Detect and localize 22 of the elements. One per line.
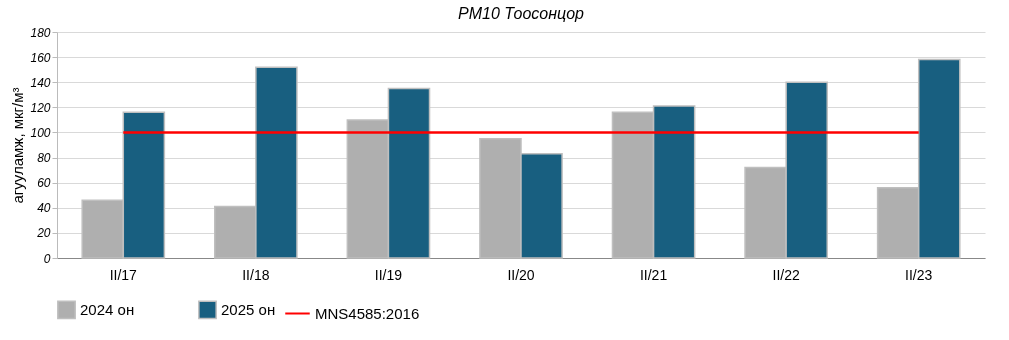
y-tick-label: 60 — [37, 176, 51, 191]
legend-label: MNS4585:2016 — [315, 304, 420, 322]
x-tick-label: II/21 — [639, 266, 668, 283]
y-tick-label: 40 — [37, 201, 51, 216]
y-tick-label: 100 — [30, 125, 51, 140]
x-tick-label: II/20 — [507, 266, 535, 283]
legend-label: 2024 он — [80, 300, 135, 318]
y-tick-label: 0 — [43, 251, 51, 266]
x-tick-label: II/17 — [109, 266, 138, 283]
y-tick-label: 20 — [36, 226, 51, 241]
legend-label: 2025 он — [221, 300, 276, 318]
x-tick-label: II/19 — [374, 266, 403, 283]
y-tick-label: 80 — [37, 151, 51, 166]
y-tick-label: 120 — [30, 100, 51, 115]
y-tick-label: 180 — [30, 25, 51, 40]
y-tick-label: 140 — [30, 75, 51, 90]
x-tick-label: II/18 — [242, 266, 270, 283]
x-tick-label: II/23 — [905, 266, 933, 283]
chart-title: PM10 Тоосонцор — [458, 5, 585, 22]
y-axis-title: агууламж, мкг/м³ — [9, 87, 27, 204]
x-tick-label: II/22 — [772, 266, 800, 283]
y-tick-label: 160 — [30, 50, 51, 65]
